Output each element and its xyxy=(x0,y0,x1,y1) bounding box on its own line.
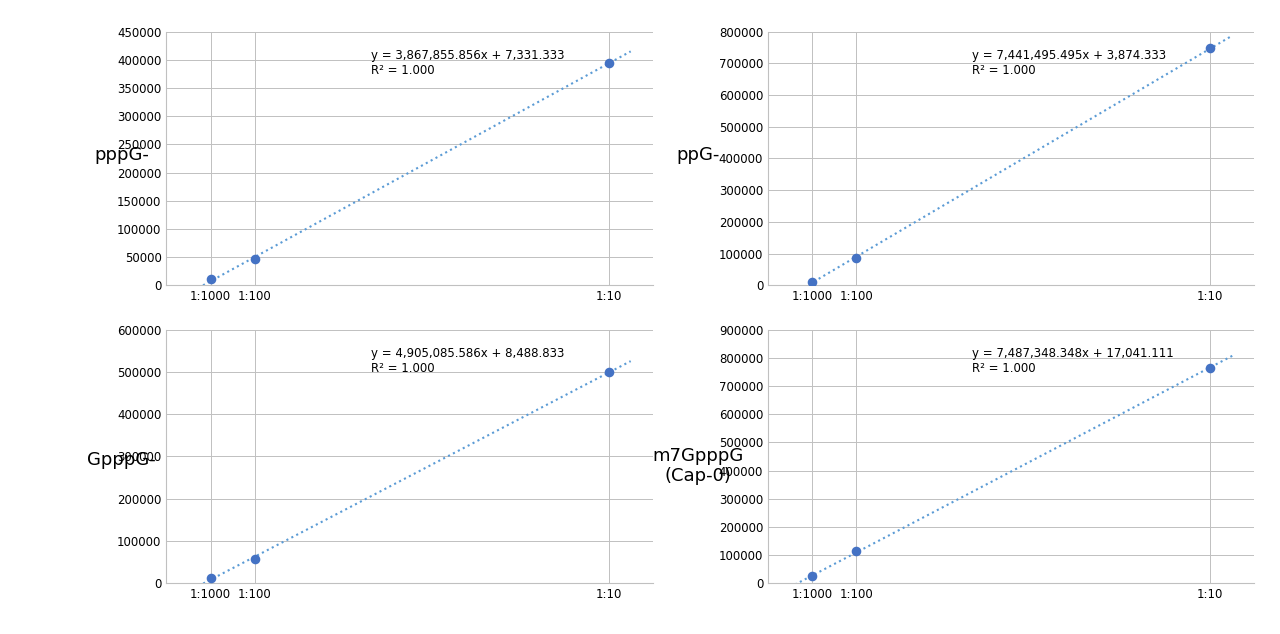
Text: GpppG-: GpppG- xyxy=(87,451,156,469)
Point xyxy=(244,554,265,564)
Text: m7GpppG
(Cap-0): m7GpppG (Cap-0) xyxy=(652,446,744,486)
Text: y = 7,487,348.348x + 17,041.111
R² = 1.000: y = 7,487,348.348x + 17,041.111 R² = 1.0… xyxy=(973,347,1174,375)
Point xyxy=(846,547,867,557)
Text: y = 3,867,855.856x + 7,331.333
R² = 1.000: y = 3,867,855.856x + 7,331.333 R² = 1.00… xyxy=(371,49,564,77)
Point xyxy=(201,274,221,284)
Text: y = 4,905,085.586x + 8,488.833
R² = 1.000: y = 4,905,085.586x + 8,488.833 R² = 1.00… xyxy=(371,347,564,375)
Point xyxy=(244,254,265,264)
Text: y = 7,441,495.495x + 3,874.333
R² = 1.000: y = 7,441,495.495x + 3,874.333 R² = 1.00… xyxy=(973,49,1166,77)
Point xyxy=(803,571,823,581)
Point xyxy=(846,252,867,262)
Point xyxy=(1199,363,1220,373)
Point xyxy=(598,58,618,68)
Point xyxy=(201,573,221,583)
Point xyxy=(803,276,823,287)
Text: pppG-: pppG- xyxy=(95,146,148,164)
Text: ppG-: ppG- xyxy=(676,146,719,164)
Point xyxy=(598,367,618,377)
Point xyxy=(1199,43,1220,53)
